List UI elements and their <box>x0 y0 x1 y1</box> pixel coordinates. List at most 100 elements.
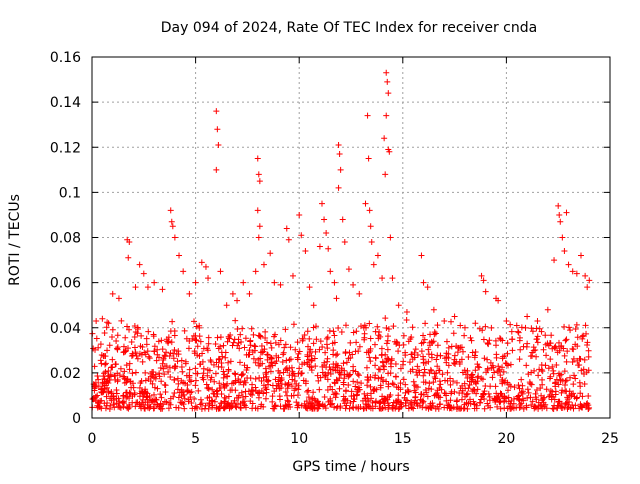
data-point <box>441 390 448 397</box>
y-tick-label: 0.16 <box>50 50 81 66</box>
data-point <box>437 381 444 388</box>
y-tick-label: 0.08 <box>50 231 81 247</box>
data-point <box>264 351 271 358</box>
data-point <box>326 364 333 371</box>
data-point <box>255 394 262 401</box>
data-point <box>345 382 352 389</box>
data-point <box>151 391 158 398</box>
data-point <box>543 386 550 393</box>
data-point <box>488 364 495 371</box>
data-point <box>333 390 340 397</box>
data-point <box>335 141 342 148</box>
data-point <box>563 399 570 406</box>
data-point <box>294 339 301 346</box>
data-point <box>213 166 220 173</box>
data-point <box>275 367 282 374</box>
data-point <box>136 393 143 400</box>
data-point <box>122 334 129 341</box>
data-point <box>136 261 143 268</box>
data-point <box>112 361 119 368</box>
data-point <box>523 402 530 409</box>
data-point <box>158 394 165 401</box>
data-point <box>571 372 578 379</box>
data-point <box>180 388 187 395</box>
data-point <box>272 339 279 346</box>
data-point <box>175 394 182 401</box>
data-point <box>554 349 561 356</box>
data-point <box>500 368 507 375</box>
data-point <box>430 379 437 386</box>
data-point <box>471 352 478 359</box>
data-point <box>468 378 475 385</box>
data-point <box>341 239 348 246</box>
data-point <box>563 336 570 343</box>
data-point <box>453 343 460 350</box>
data-point <box>448 390 455 397</box>
data-point <box>184 382 191 389</box>
data-point <box>436 378 443 385</box>
data-point <box>324 376 331 383</box>
x-axis-label: GPS time / hours <box>292 459 409 475</box>
y-tick-label: 0.04 <box>50 321 81 337</box>
data-point <box>432 375 439 382</box>
data-point <box>109 290 116 297</box>
data-point <box>246 290 253 297</box>
data-point <box>447 381 454 388</box>
data-point <box>204 366 211 373</box>
data-point <box>327 395 334 402</box>
data-point <box>325 369 332 376</box>
data-point <box>191 395 198 402</box>
x-tick-label: 25 <box>601 431 619 447</box>
data-point <box>122 376 129 383</box>
data-point <box>432 405 439 412</box>
data-point <box>364 382 371 389</box>
data-point <box>334 377 341 384</box>
data-point <box>115 295 122 302</box>
data-point <box>557 218 564 225</box>
data-point <box>450 359 457 366</box>
data-point <box>550 370 557 377</box>
data-point <box>516 396 523 403</box>
data-point <box>496 399 503 406</box>
data-point <box>436 367 443 374</box>
data-point <box>196 322 203 329</box>
data-point <box>97 341 104 348</box>
x-tick-label: 0 <box>88 431 97 447</box>
data-point <box>145 375 152 382</box>
data-point <box>289 368 296 375</box>
data-point <box>327 401 334 408</box>
data-point <box>335 324 342 331</box>
data-point <box>254 155 261 162</box>
data-point <box>563 377 570 384</box>
data-point <box>333 376 340 383</box>
data-point <box>546 391 553 398</box>
data-point <box>395 302 402 309</box>
data-point <box>378 351 385 358</box>
data-point <box>302 378 309 385</box>
data-point <box>488 324 495 331</box>
data-point <box>334 403 341 410</box>
data-point <box>291 387 298 394</box>
data-point <box>404 397 411 404</box>
data-point <box>182 358 189 365</box>
data-point <box>540 399 547 406</box>
data-point <box>397 380 404 387</box>
data-point <box>167 374 174 381</box>
data-point <box>306 284 313 291</box>
data-point <box>294 354 301 361</box>
data-point <box>257 355 264 362</box>
data-point <box>444 377 451 384</box>
data-point <box>552 345 559 352</box>
data-point <box>286 401 293 408</box>
data-point <box>280 405 287 412</box>
data-point <box>421 336 428 343</box>
data-point <box>224 402 231 409</box>
data-point <box>525 371 532 378</box>
data-point <box>98 405 105 412</box>
data-point <box>235 339 242 346</box>
data-point <box>215 345 222 352</box>
data-point <box>507 361 514 368</box>
data-point <box>570 405 577 412</box>
data-point <box>162 388 169 395</box>
data-point <box>139 358 146 365</box>
